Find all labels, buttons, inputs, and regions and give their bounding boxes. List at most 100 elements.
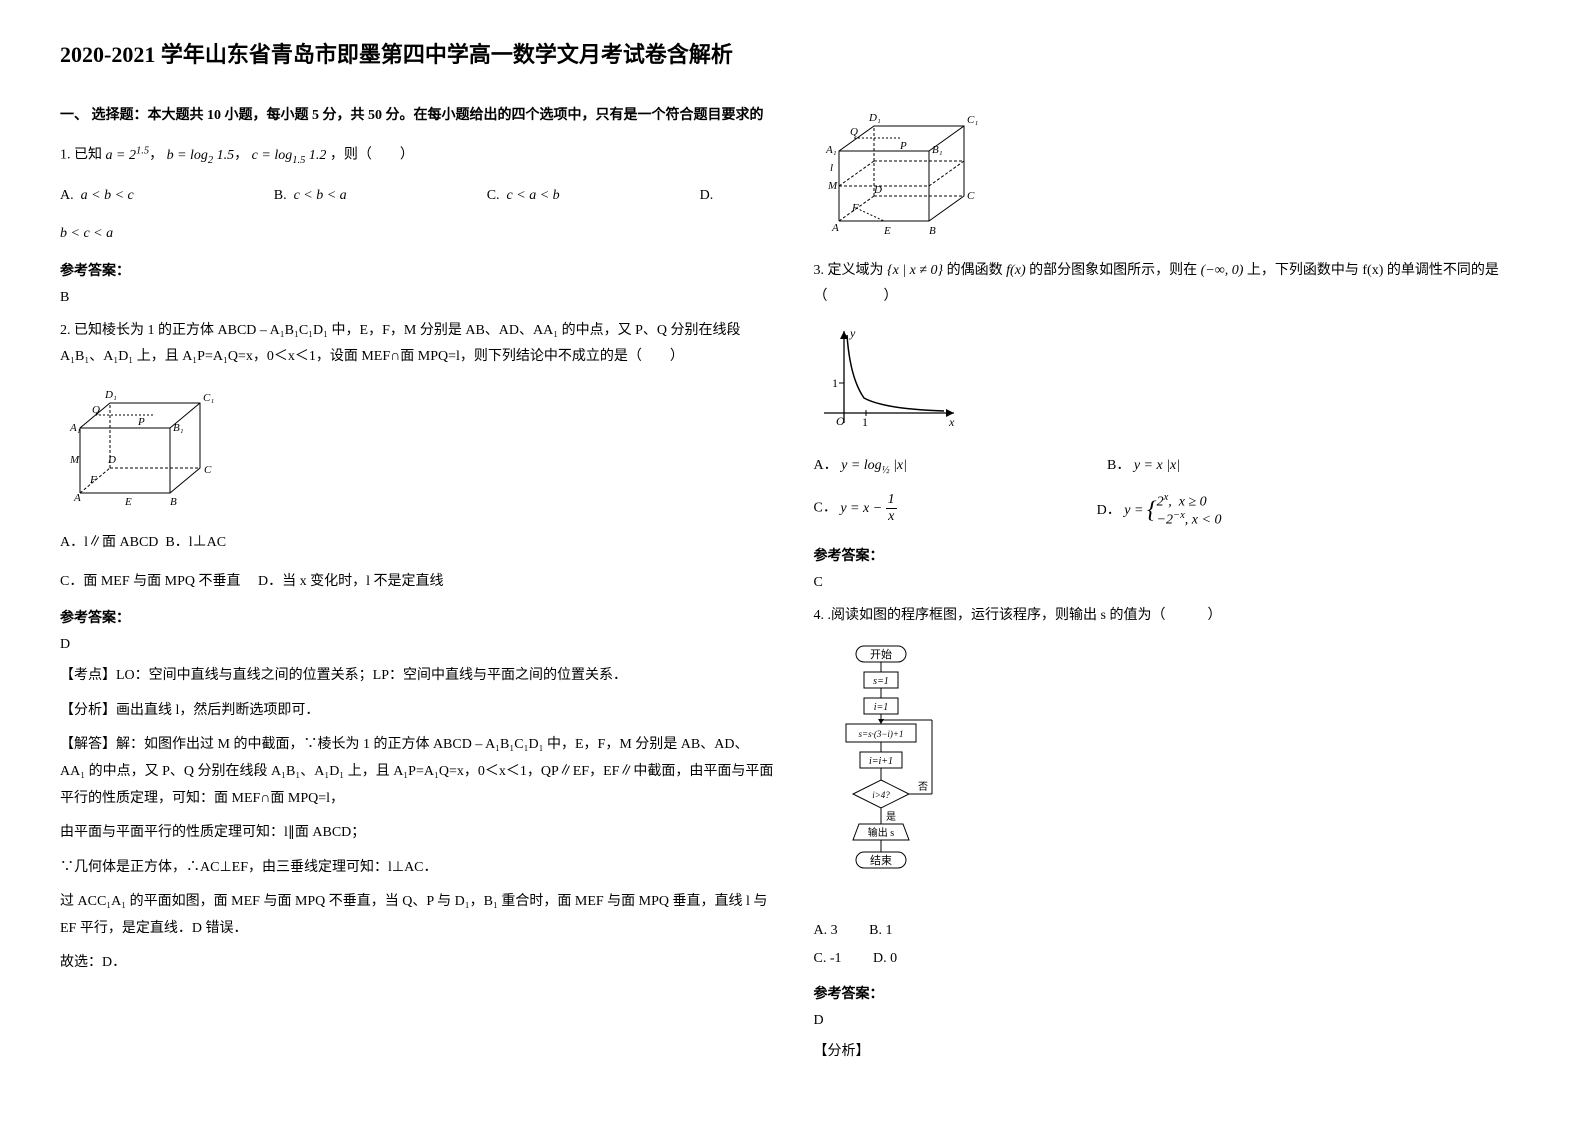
svg-text:M: M [827, 180, 838, 192]
q1-a-sup: 1.5 [136, 145, 149, 156]
q1-c-sub: 1.5 [292, 155, 305, 166]
q2-figure-cube-2: A E B C D A₁ B₁ C₁ D₁ M Q P F l [814, 101, 1528, 246]
q3-optB: B． y = x |x| [1107, 454, 1180, 476]
q1-optA-label: A. [60, 188, 74, 203]
q2-analysis-7: 故选：D． [60, 950, 774, 977]
q3-optA-label: A． [814, 458, 838, 473]
svg-text:A: A [73, 492, 81, 504]
q1-stem-suffix: ，则（ ） [330, 148, 414, 163]
svg-text:A₁: A₁ [825, 144, 837, 156]
svg-text:D₁: D₁ [104, 389, 117, 401]
q3-optC-label: C． [814, 501, 837, 516]
q4-optB: B. 1 [869, 923, 892, 938]
q1-options-row1: A. a < b < c B. c < b < a C. c < a < b D… [60, 183, 774, 210]
svg-text:i>4?: i>4? [872, 790, 890, 800]
q3-optA-expr: y = log½ |x| [841, 458, 907, 473]
q1-optB-text: c < b < a [294, 188, 347, 203]
q2-analysis-2: 【分析】画出直线 l，然后判断选项即可． [60, 698, 774, 725]
svg-text:Q: Q [850, 126, 858, 138]
q3-optD: D． y = {2x, x ≥ 0−2−x, x < 0 [1097, 492, 1222, 529]
q1-c-val: 1.2 [305, 148, 326, 163]
q1-optA-text: a < b < c [81, 188, 134, 203]
q4-flowchart: 开始 s=1 i=1 s=s·(3−i)+1 i=i+1 i>4? 否 [814, 642, 1528, 907]
q1-c-base: c = log [252, 148, 293, 163]
q3-optC-expr: y = x − 1x [840, 501, 896, 516]
q3-optB-expr: y = x |x| [1134, 458, 1180, 473]
svg-text:l: l [830, 162, 833, 174]
svg-text:1: 1 [832, 376, 838, 390]
svg-text:A₁: A₁ [69, 422, 81, 434]
svg-text:否: 否 [918, 781, 928, 793]
q3-optA: A． y = log½ |x| [814, 454, 907, 476]
svg-text:P: P [899, 140, 907, 152]
q3-optB-label: B． [1107, 458, 1130, 473]
page-title: 2020-2021 学年山东省青岛市即墨第四中学高一数学文月考试卷含解析 [60, 40, 1527, 71]
q2-opts-line2: C．面 MEF 与面 MPQ 不垂直 D．当 x 变化时，l 不是定直线 [60, 569, 774, 596]
svg-text:输出 s: 输出 s [867, 826, 894, 839]
q1-optB-label: B. [274, 188, 287, 203]
q4-optA: A. 3 [814, 923, 838, 938]
q1-expr-a: a = 21.5 [106, 148, 150, 163]
q2-optC: C．面 MEF 与面 MPQ 不垂直 [60, 574, 240, 589]
q2-opts-line1: A．l∥面 ABCD B．l⊥AC [60, 530, 774, 557]
svg-text:C₁: C₁ [203, 392, 214, 404]
svg-text:x: x [948, 415, 955, 429]
q4-opts-line2: C. -1 D. 0 [814, 945, 1528, 973]
svg-text:O: O [836, 414, 845, 428]
q1-expr-b: b = log2 1.5 [167, 148, 235, 163]
svg-text:i=1: i=1 [873, 702, 888, 713]
svg-text:D: D [873, 184, 882, 196]
svg-text:y: y [849, 326, 856, 340]
svg-text:E: E [883, 225, 891, 237]
q3-opts-row1: A． y = log½ |x| B． y = x |x| [814, 454, 1528, 476]
svg-text:F: F [851, 202, 859, 214]
section-header: 一、 选择题：本大题共 10 小题，每小题 5 分，共 50 分。在每小题给出的… [60, 105, 774, 127]
svg-text:P: P [137, 416, 145, 428]
q1-stem-prefix: 1. 已知 [60, 148, 102, 163]
q1-optD-label: D. [700, 183, 714, 210]
q1-a-base: a = 2 [106, 148, 136, 163]
q1-optA: A. a < b < c [60, 183, 134, 210]
q1-b-val: 1.5 [213, 148, 234, 163]
svg-text:结束: 结束 [870, 854, 892, 867]
svg-text:C: C [967, 190, 975, 202]
q3-graph: 1 1 O x y [814, 323, 1528, 438]
svg-text:是: 是 [886, 811, 896, 823]
q1-answer: B [60, 290, 774, 306]
svg-text:M: M [69, 454, 80, 466]
q1-optC-text: c < a < b [507, 188, 560, 203]
fc-start: 开始 [870, 647, 892, 661]
svg-text:A: A [831, 222, 839, 234]
q3-optD-expr: y = {2x, x ≥ 0−2−x, x < 0 [1124, 503, 1221, 518]
svg-text:C₁: C₁ [967, 114, 978, 126]
q3-interval: (−∞, 0) [1201, 263, 1244, 278]
q2-analysis-6: 过 ACC₁A₁ 的平面如图，面 MEF 与面 MPQ 不垂直，当 Q、P 与 … [60, 889, 774, 942]
q1-optC: C. c < a < b [487, 183, 560, 210]
question-4-stem: 4. .阅读如图的程序框图，运行该程序，则输出 s 的值为（ ） [814, 603, 1528, 630]
q1-b-base: b = log [167, 148, 208, 163]
q4-answer: D [814, 1013, 1528, 1029]
q2-answer-label: 参考答案： [60, 607, 774, 627]
svg-text:B: B [929, 225, 936, 237]
q1-answer-label: 参考答案： [60, 260, 774, 280]
q3-fx: f(x) [1006, 263, 1025, 278]
svg-text:E: E [124, 496, 132, 508]
svg-text:B₁: B₁ [932, 144, 943, 156]
q3-optC: C． y = x − 1x [814, 492, 897, 529]
right-column: A E B C D A₁ B₁ C₁ D₁ M Q P F l 3. 定义域为 … [814, 91, 1528, 1073]
svg-text:B: B [170, 496, 177, 508]
q2-analysis-3: 【解答】解：如图作出过 M 的中截面，∵棱长为 1 的正方体 ABCD – A₁… [60, 732, 774, 812]
svg-text:Q: Q [92, 404, 100, 416]
q3-domain: {x | x ≠ 0} [887, 263, 943, 278]
q2-optB: B．l⊥AC [165, 535, 226, 550]
svg-text:D₁: D₁ [868, 112, 881, 124]
q1-optB: B. c < b < a [274, 183, 347, 210]
q2-analysis-1: 【考点】LO：空间中直线与直线之间的位置关系；LP：空间中直线与平面之间的位置关… [60, 663, 774, 690]
q3-optD-label: D． [1097, 503, 1121, 518]
q3-opts-row2: C． y = x − 1x D． y = {2x, x ≥ 0−2−x, x <… [814, 492, 1528, 529]
q3-answer: C [814, 575, 1528, 591]
q4-opts-line1: A. 3 B. 1 [814, 917, 1528, 945]
q2-analysis-5: ∵几何体是正方体，∴AC⊥EF，由三垂线定理可知：l⊥AC． [60, 855, 774, 882]
svg-text:i=i+1: i=i+1 [868, 756, 892, 767]
svg-text:C: C [204, 464, 212, 476]
